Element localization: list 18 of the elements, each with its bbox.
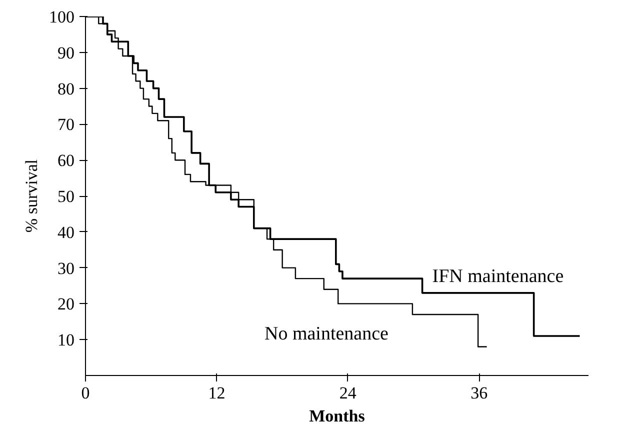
x-axis-title: Months [309, 406, 366, 426]
x-tick-label: 0 [81, 384, 90, 402]
y-tick-label: 50 [58, 187, 74, 206]
x-tick-label: 24 [339, 384, 357, 402]
y-tick-label: 80 [58, 79, 74, 98]
series-label: IFN maintenance [432, 266, 564, 287]
y-tick-label: 100 [49, 8, 74, 26]
series-label: No maintenance [264, 323, 388, 344]
y-tick-label: 60 [58, 151, 74, 170]
y-axis-title: % survival [22, 159, 41, 233]
x-tick-label: 36 [470, 384, 488, 402]
y-tick-label: 30 [58, 258, 74, 278]
y-tick-label: 90 [58, 43, 74, 62]
x-tick-label: 12 [208, 384, 226, 402]
y-tick-label: 20 [58, 294, 74, 314]
y-tick-label: 10 [58, 330, 74, 350]
y-tick-label: 70 [58, 115, 74, 134]
y-tick-label: 40 [58, 222, 74, 242]
